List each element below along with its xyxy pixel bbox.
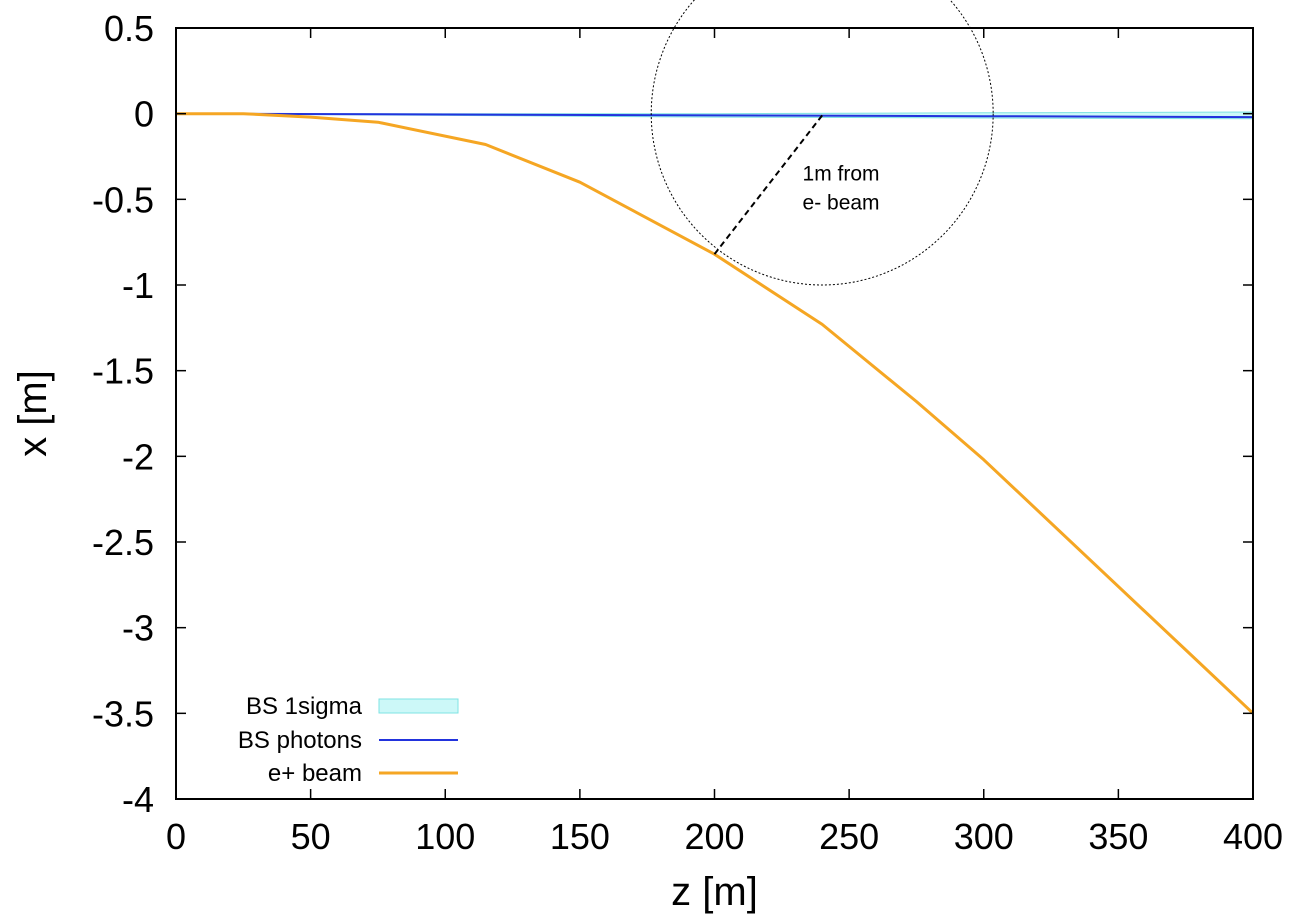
annotations: 1m from e- beam bbox=[650, 0, 994, 286]
legend-label: e+ beam bbox=[268, 760, 362, 787]
annotation-text-line: e- beam bbox=[803, 191, 880, 214]
x-tick-label: 200 bbox=[684, 816, 744, 857]
y-tick-label: -2 bbox=[122, 436, 154, 477]
axis-ticks: 0 50 100 150 200 250 300 350 400 0.5 0 -0.5 -1 -1.5 -2… bbox=[92, 8, 1283, 857]
x-axis-title: z [m] bbox=[671, 870, 758, 914]
y-tick-label: -1.5 bbox=[92, 351, 154, 392]
x-tick-label: 250 bbox=[819, 816, 879, 857]
y-axis-title: x [m] bbox=[11, 370, 55, 457]
x-tick-label: 350 bbox=[1088, 816, 1148, 857]
y-tick-label: 0 bbox=[134, 94, 154, 135]
x-tick-label: 50 bbox=[291, 816, 331, 857]
x-tick-label: 0 bbox=[166, 816, 186, 857]
series-line-bs-photons bbox=[175, 112, 1254, 119]
plot-frame bbox=[175, 27, 1254, 800]
x-tick-label: 400 bbox=[1223, 816, 1283, 857]
annotation-text-line: 1m from bbox=[803, 162, 880, 185]
x-tick-label: 150 bbox=[550, 816, 610, 857]
y-tick-label: -3.5 bbox=[92, 693, 154, 734]
x-tick-label: 300 bbox=[954, 816, 1014, 857]
x-tick-label: 100 bbox=[415, 816, 475, 857]
y-tick-label: -2.5 bbox=[92, 522, 154, 563]
y-tick-label: -3 bbox=[122, 608, 154, 649]
y-tick-label: -1 bbox=[122, 265, 154, 306]
y-tick-label: -4 bbox=[122, 779, 154, 820]
y-tick-label: -0.5 bbox=[92, 179, 154, 220]
distance-circle bbox=[650, 0, 994, 286]
legend-swatch-band bbox=[378, 698, 459, 714]
legend-label: BS 1sigma bbox=[246, 693, 363, 720]
y-tick-label: 0.5 bbox=[104, 8, 154, 49]
legend-label: BS photons bbox=[238, 727, 362, 754]
plot-content bbox=[175, 111, 1255, 715]
legend: BS 1sigma BS photons e+ beam bbox=[238, 693, 459, 787]
series-line-e-plus-beam bbox=[176, 112, 1255, 715]
